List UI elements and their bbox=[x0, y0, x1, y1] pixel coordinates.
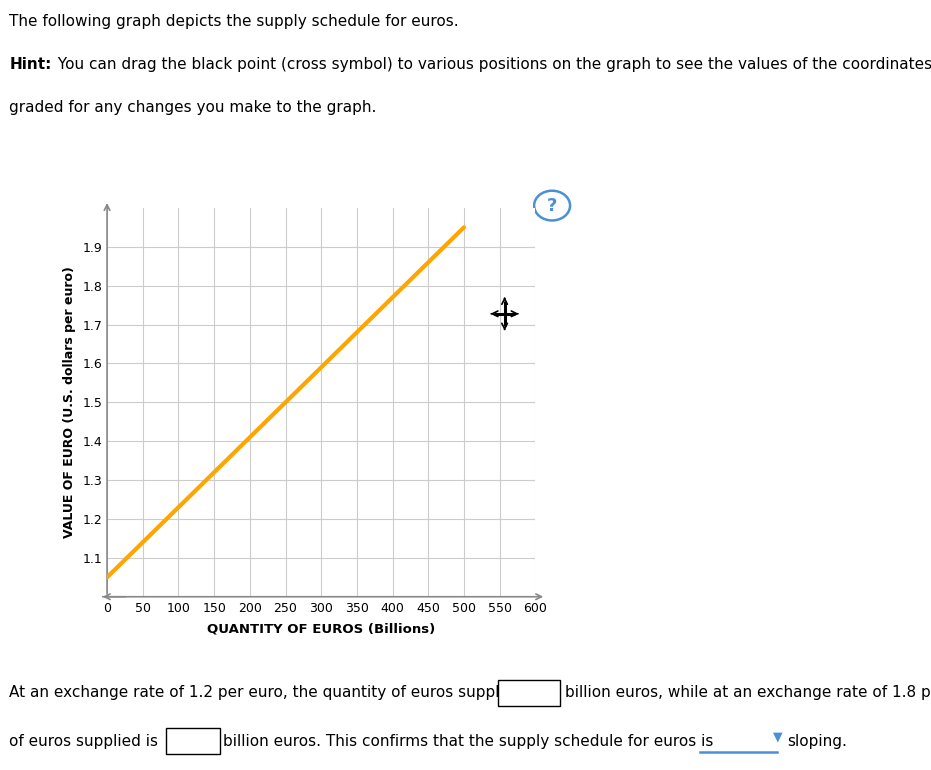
FancyBboxPatch shape bbox=[166, 728, 220, 755]
X-axis label: QUANTITY OF EUROS (Billions): QUANTITY OF EUROS (Billions) bbox=[207, 622, 436, 635]
Text: ?: ? bbox=[546, 196, 558, 215]
Text: billion euros. This confirms that the supply schedule for euros is: billion euros. This confirms that the su… bbox=[223, 734, 714, 748]
Text: Hint:: Hint: bbox=[9, 57, 52, 72]
Text: At an exchange rate of 1.2 per euro, the quantity of euros supplied is: At an exchange rate of 1.2 per euro, the… bbox=[9, 685, 540, 700]
Text: ▼: ▼ bbox=[773, 731, 782, 744]
Text: of euros supplied is: of euros supplied is bbox=[9, 734, 158, 748]
Text: billion euros, while at an exchange rate of 1.8 per euro, the quantity: billion euros, while at an exchange rate… bbox=[565, 685, 931, 700]
Y-axis label: VALUE OF EURO (U.S. dollars per euro): VALUE OF EURO (U.S. dollars per euro) bbox=[63, 266, 76, 538]
Text: graded for any changes you make to the graph.: graded for any changes you make to the g… bbox=[9, 100, 377, 115]
Text: You can drag the black point (cross symbol) to various positions on the graph to: You can drag the black point (cross symb… bbox=[53, 57, 931, 72]
Text: sloping.: sloping. bbox=[787, 734, 846, 748]
Text: The following graph depicts the supply schedule for euros.: The following graph depicts the supply s… bbox=[9, 14, 459, 28]
FancyBboxPatch shape bbox=[498, 680, 560, 705]
